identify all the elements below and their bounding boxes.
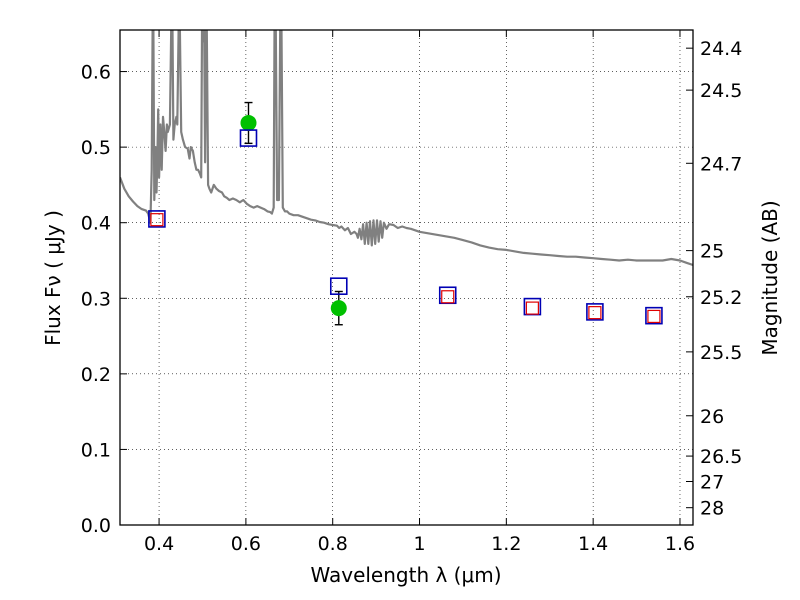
y-axis-title-right: Magnitude (AB): [758, 200, 782, 355]
right-tick-label: 24.5: [700, 80, 742, 102]
x-tick-label: 1.4: [578, 533, 608, 555]
y-tick-label: 0.1: [81, 439, 111, 461]
y-tick-label: 0.5: [81, 137, 111, 159]
y-tick-label: 0.2: [81, 364, 111, 386]
blue-square-marker: [645, 306, 663, 325]
right-tick-label: 27: [700, 472, 724, 494]
red-square-marker: [525, 301, 539, 315]
blue-square-marker: [329, 277, 348, 295]
blue-square-marker: [586, 303, 604, 321]
x-tick-label: 0.8: [318, 533, 348, 555]
axis-ticks: [120, 30, 693, 526]
right-tick-label: 24.4: [700, 38, 742, 60]
y-axis-title-left: Flux Fν ( μJy ): [41, 210, 65, 346]
plot-frame: [119, 29, 694, 526]
model-spectrum-layer: [120, 30, 693, 267]
red-square-marker: [647, 309, 661, 324]
right-tick-label: 25: [700, 241, 724, 263]
y-tick-label: 0.6: [81, 62, 111, 84]
right-tick-label: 24.7: [700, 153, 742, 175]
green-data-point: [240, 114, 257, 131]
right-tick-label: 26.5: [700, 446, 742, 468]
y-tick-label: 0.0: [81, 515, 111, 537]
x-tick-label: 0.6: [231, 533, 261, 555]
green-data-point: [330, 300, 347, 317]
y-tick-label: 0.4: [81, 213, 111, 235]
red-square-marker: [441, 290, 455, 304]
right-tick-label: 25.5: [700, 342, 742, 364]
red-square-marker: [150, 213, 164, 227]
right-tick-label: 28: [700, 498, 724, 520]
x-tick-label: 1: [413, 533, 425, 555]
blue-square-marker: [148, 210, 166, 228]
x-tick-label: 1.2: [491, 533, 521, 555]
spectrum-line: [120, 30, 693, 267]
x-axis-title: Wavelength λ (μm): [310, 563, 501, 587]
right-tick-label: 25.2: [700, 287, 742, 309]
right-tick-label: 26: [700, 406, 724, 428]
x-tick-label: 0.4: [144, 533, 174, 555]
blue-square-marker: [239, 129, 258, 147]
red-square-marker: [588, 306, 602, 320]
grid-lines: [120, 30, 693, 526]
x-tick-label: 1.6: [665, 533, 695, 555]
tick-labels: 0.4 0.6 0.8 1 1.2 1.4 1.6 0.0 0.1 0.2 0.3 0.4 0.5 0.6…: [81, 38, 743, 555]
y-tick-label: 0.3: [81, 288, 111, 310]
photometry-markers: [148, 101, 663, 326]
